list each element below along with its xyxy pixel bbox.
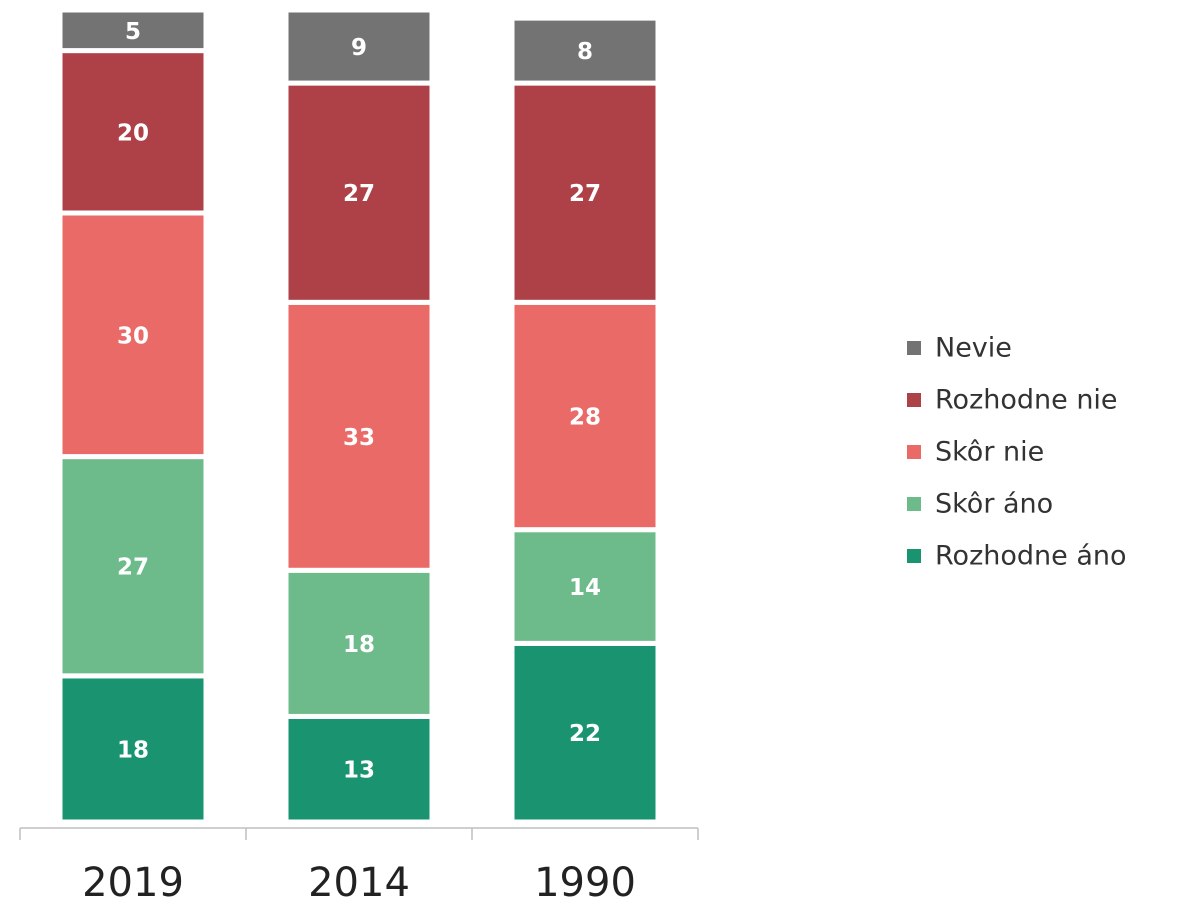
data-label: 27: [117, 555, 149, 581]
data-label: 18: [117, 737, 149, 763]
bar-segment: [283, 299, 435, 573]
data-label: 20: [117, 120, 149, 146]
legend-label: Nevie: [935, 333, 1012, 364]
data-label: 28: [569, 405, 601, 431]
legend-swatch: [907, 341, 921, 355]
bar-segment: [283, 80, 435, 305]
bar-segment: [509, 527, 661, 646]
legend-swatch: [907, 549, 921, 563]
data-label: 14: [569, 575, 601, 601]
data-label: 8: [577, 39, 593, 65]
legend-label: Skôr nie: [935, 437, 1044, 468]
legend-label: Skôr áno: [935, 489, 1053, 520]
data-label: 30: [117, 323, 149, 349]
data-label: 22: [569, 721, 601, 747]
bar-segment: [57, 673, 209, 825]
bar-segment: [509, 299, 661, 533]
legend-swatch: [907, 445, 921, 459]
data-label: 33: [343, 425, 375, 451]
x-tick-label: 1990: [534, 860, 636, 906]
legend-label: Rozhodne nie: [935, 385, 1118, 416]
data-label: 18: [343, 632, 375, 658]
bar-segment: [283, 7, 435, 86]
data-label: 5: [125, 19, 141, 45]
legend-swatch: [907, 393, 921, 407]
data-label: 9: [351, 35, 367, 61]
x-tick-label: 2014: [308, 860, 410, 906]
legend-swatch: [907, 497, 921, 511]
data-label: 27: [343, 181, 375, 207]
data-label: 27: [569, 181, 601, 207]
bar-segment: [509, 80, 661, 305]
bar-segment: [509, 15, 661, 86]
bar-segment: [57, 454, 209, 679]
legend-label: Rozhodne áno: [935, 541, 1127, 572]
data-label: 13: [343, 758, 375, 784]
x-tick-label: 2019: [82, 860, 184, 906]
bar-segment: [57, 7, 209, 54]
